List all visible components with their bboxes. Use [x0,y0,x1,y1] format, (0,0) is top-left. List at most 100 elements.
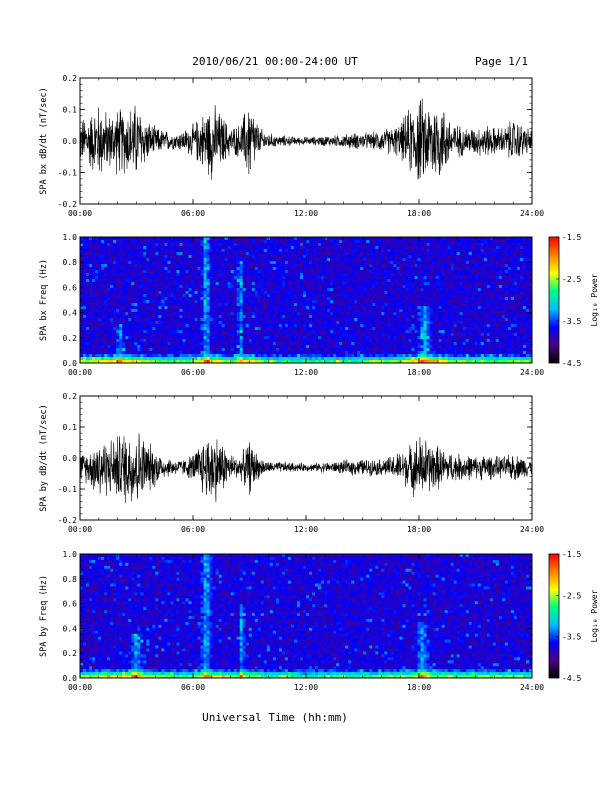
spectrogram-cell [194,288,198,292]
spectrogram-cell [327,264,331,268]
spectrogram-cell [197,291,201,295]
spectrogram-cell [312,237,316,241]
spectrogram-cell [390,267,394,271]
spectrogram-cell [263,267,268,271]
spectrogram-cell [495,264,500,268]
spectrogram-cell [318,309,322,313]
spectrogram-cell [387,300,391,304]
spectrogram-cell [360,324,364,328]
spectrogram-cell [372,315,376,319]
spectrogram-cell [194,282,198,286]
spectrogram-cell [462,261,467,265]
spectrogram-cell [263,282,268,286]
spectrogram-cell [239,273,244,277]
spectrogram-cell [176,237,180,241]
spectrogram-cell [161,243,165,247]
spectrogram-cell [507,300,512,304]
spectrogram-cell [86,309,90,313]
spectrogram-cell [327,318,331,322]
spectrogram-cell [318,261,322,265]
spectrogram-cell [272,315,277,319]
spectrogram-cell [528,246,533,250]
spectrogram-cell [89,288,93,292]
spectrogram-cell [239,282,244,286]
spectrogram-cell [260,273,265,277]
spectrogram-cell [137,300,141,304]
spectrogram-cell [333,288,337,292]
spectrogram-cell [143,321,147,325]
spectrogram-cell [363,237,367,241]
spectrogram-cell [309,240,313,244]
spectrogram-cell [191,282,195,286]
spectrogram-cell [465,240,470,244]
spectrogram-cell [450,282,455,286]
spectrogram-cell [489,237,494,241]
spectrogram-cell [483,330,488,334]
spectrogram-cell [363,321,367,325]
spectrogram-cell [366,300,370,304]
spectrogram-cell [107,327,111,331]
spectrogram-cell [333,255,337,259]
spectrogram-cell [312,243,316,247]
spectrogram-cell [143,267,147,271]
spectrogram-cell [459,312,464,316]
spectrogram-cell [396,288,400,292]
spectrogram-cell [203,291,207,295]
spectrogram-cell [164,237,168,241]
spectrogram-cell [462,309,467,313]
spectrogram-cell [513,246,518,250]
spectrogram-cell [269,267,274,271]
spectrogram-cell [170,252,174,256]
spectrogram-cell [167,312,171,316]
spectrogram-cell [336,243,340,247]
spectrogram-cell [149,288,153,292]
spectrogram-cell [381,243,385,247]
spectrogram-cell [516,237,521,241]
spectrogram-cell [287,261,292,265]
spectrogram-cell [104,237,108,241]
spectrogram-cell [381,309,385,313]
spectrogram-cell [432,282,436,286]
spectrogram-cell [245,315,250,319]
spectrogram-cell [83,261,87,265]
spectrogram-cell [212,327,216,331]
spectrogram-cell [278,267,283,271]
spectrogram-cell [402,288,406,292]
spectrogram-cell [122,306,126,310]
spectrogram-cell [248,273,253,277]
spectrogram-cell [366,330,370,334]
spectrogram-cell [185,279,189,283]
spectrogram-cell [471,246,476,250]
spectrogram-cell [435,243,439,247]
spectrogram-cell [438,294,442,298]
spectrogram-cell [260,249,265,253]
spectrogram-cell [405,324,409,328]
spectrogram-cell [227,294,232,298]
spectrogram-cell [378,279,382,283]
spectrogram-cell [471,303,476,307]
spectrogram-cell [101,294,105,298]
spectrogram-cell [242,267,247,271]
spectrogram-cell [200,261,204,265]
spectrogram-cell [375,288,379,292]
spectrogram-cell [116,252,120,256]
spectrogram-cell [266,309,271,313]
spectrogram-cell [287,285,292,289]
spectrogram-cell [348,330,352,334]
spectrogram-cell [251,318,256,322]
spectrogram-cell [137,264,141,268]
spectrogram-cell [182,312,186,316]
spectrogram-cell [302,252,307,256]
spectrogram-cell [315,282,319,286]
spectrogram-cell [501,288,506,292]
spectrogram-cell [92,279,96,283]
spectrogram-cell [495,252,500,256]
spectrogram-cell [312,330,316,334]
y-tick-label: 0.1 [63,106,78,115]
spectrogram-cell [522,240,527,244]
spectrogram-cell [480,297,485,301]
spectrogram-cell [167,279,171,283]
spectrogram-cell [354,318,358,322]
spectrogram-cell [459,258,464,262]
spectrogram-cell [315,255,319,259]
